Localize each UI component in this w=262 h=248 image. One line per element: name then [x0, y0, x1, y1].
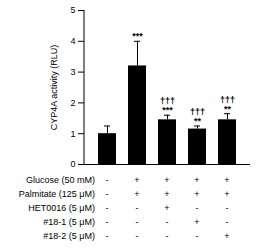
html-text:HET0016 (5 μM): HET0016 (5 μM): [28, 203, 95, 213]
svg-text:0: 0: [70, 159, 75, 169]
html-text:Palmitate (125 μM): Palmitate (125 μM): [18, 189, 95, 199]
svg-text:1: 1: [70, 129, 75, 139]
svg-text:2: 2: [70, 98, 75, 108]
svg-text:4: 4: [70, 36, 75, 46]
svg-text:3: 3: [70, 67, 75, 77]
svg-text:†††**: †††**: [220, 95, 235, 114]
svg-text:†††**: †††**: [190, 107, 205, 126]
svg-text:CYP4A activity (RLU): CYP4A activity (RLU): [49, 45, 59, 131]
svg-text:†††***: †††***: [160, 96, 175, 115]
svg-text:5: 5: [70, 5, 75, 15]
html-text:#18-2 (5 μM): #18-2 (5 μM): [43, 231, 95, 241]
html-text:#18-1 (5 μM): #18-1 (5 μM): [43, 217, 95, 227]
svg-text:***: ***: [132, 31, 143, 41]
html-text:Glucose (50 mM): Glucose (50 mM): [26, 175, 95, 185]
